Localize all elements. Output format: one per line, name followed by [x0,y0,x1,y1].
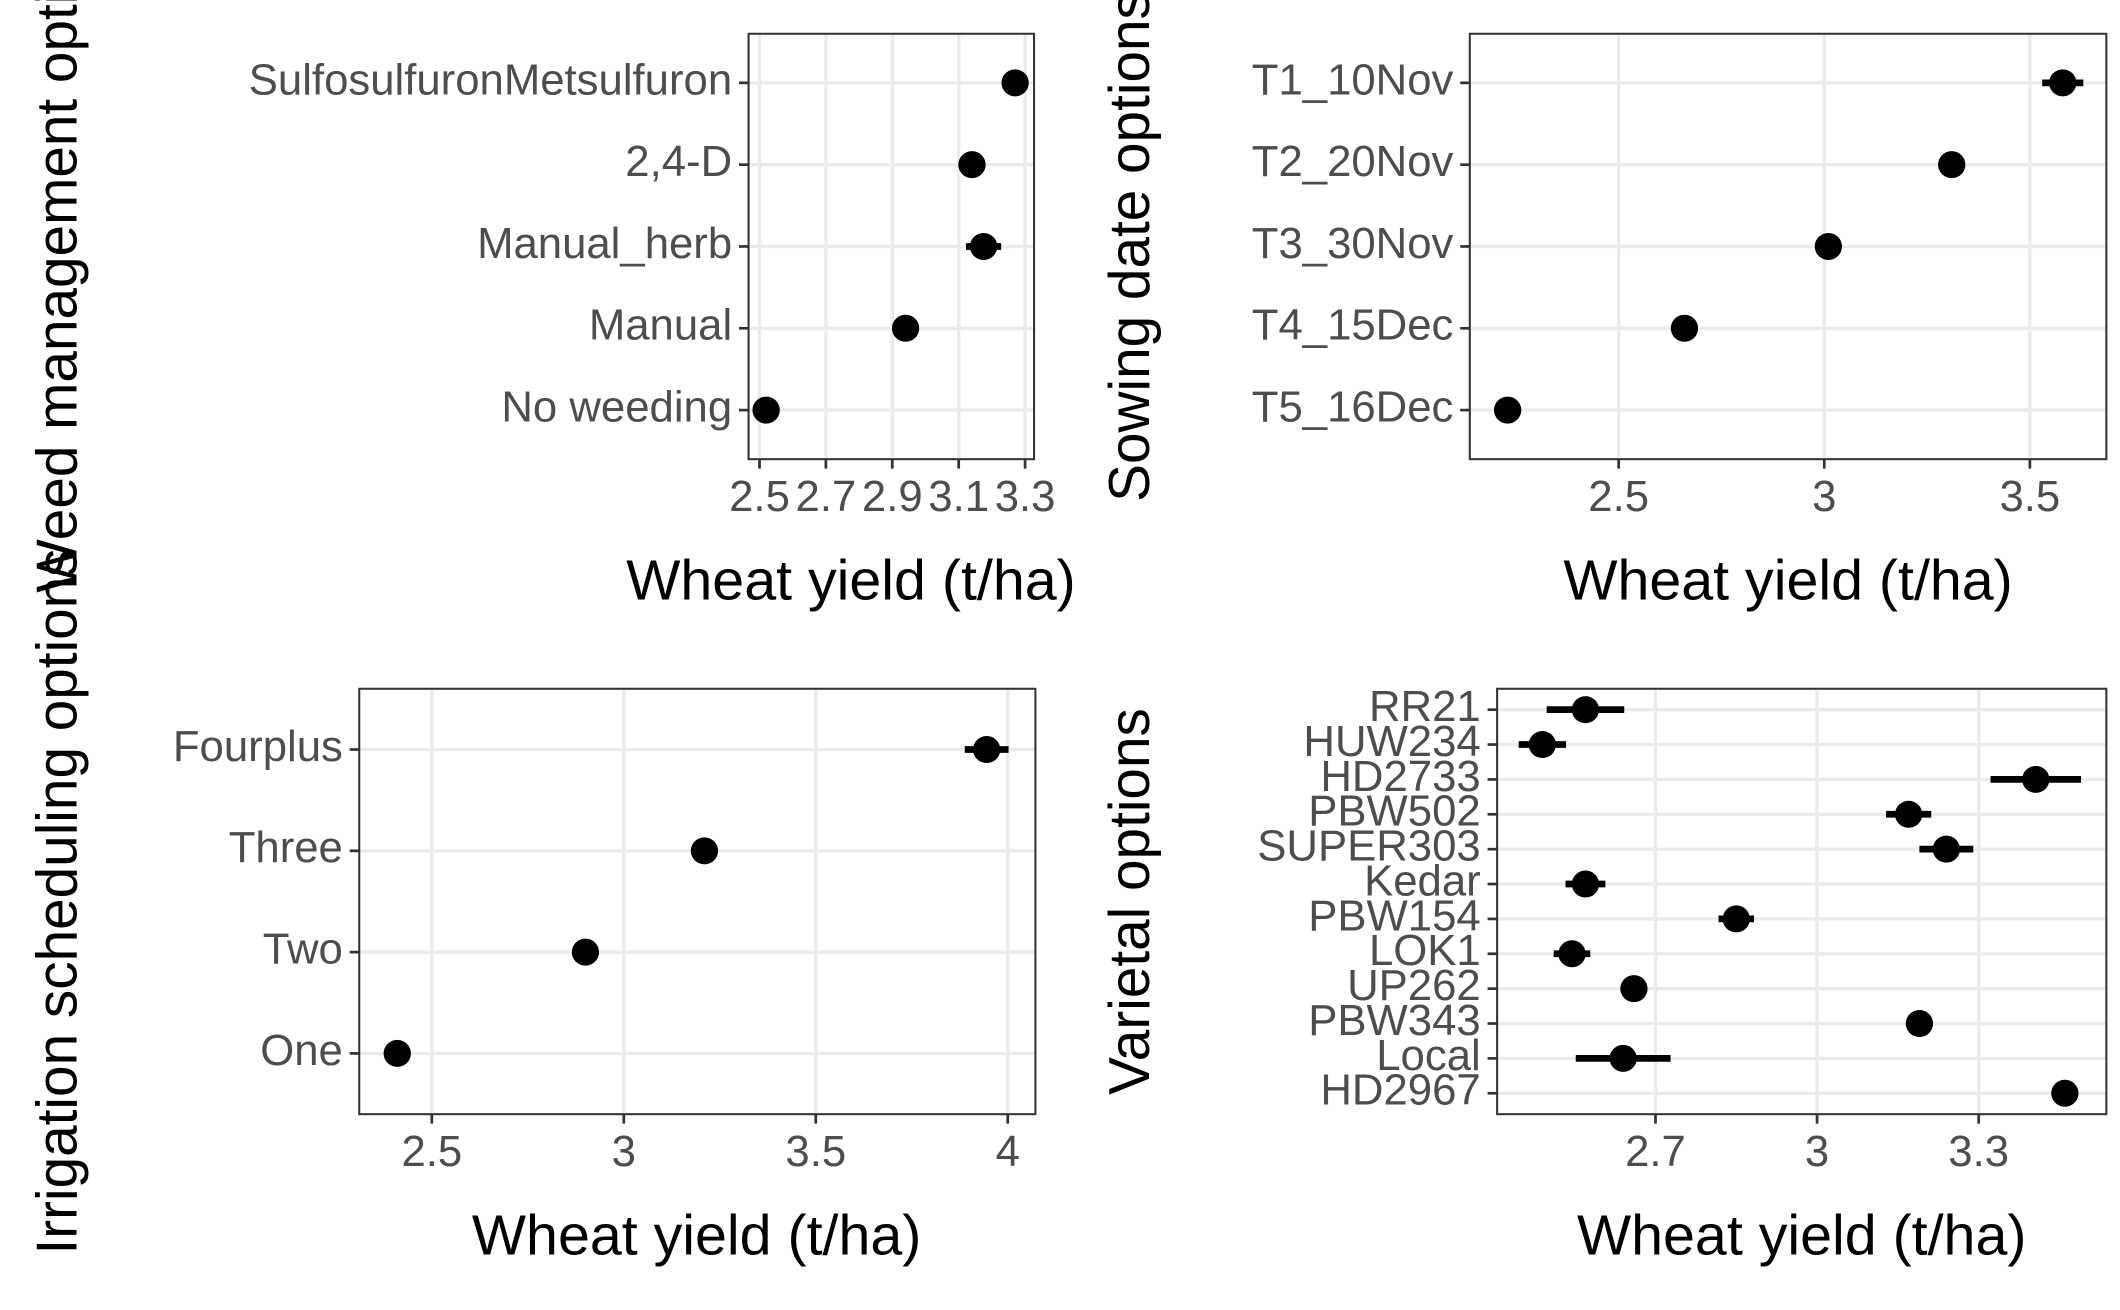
panel: 2.5 3 3.5 4 Fourplus Three Two One Wheat yield (… [25,548,1037,1268]
y-tick-label: Two [263,926,343,974]
point [2022,765,2050,793]
plot-border [358,687,1037,1116]
point [1722,905,1750,933]
y-tick-label: PBW154 [1308,893,1480,941]
point [1905,1010,1934,1038]
y-tick-label: T5_16Dec [1252,384,1454,432]
y-tick-label: LOK1 [1369,927,1481,975]
point [1620,975,1648,1003]
point [1609,1044,1637,1072]
point [383,1039,411,1067]
y-tick-label: HD2967 [1320,1067,1480,1115]
point [1932,835,1961,863]
panel: 2.5 3 3.5 T1_10Nov T2_20Nov T3_30Nov T4_15Dec T… [1098,0,2108,613]
y-tick-label: SUPER303 [1257,823,1480,871]
point [2051,1079,2079,1107]
x-tick-label: 3.3 [1948,1128,2009,1176]
x-tick-label: 3 [1805,1128,1829,1176]
y-tick-label: No weeding [501,384,732,432]
y-tick-label: One [260,1027,343,1075]
point [1894,800,1923,828]
plot-border [747,32,1036,461]
x-tick-label: 2.5 [1588,473,1649,521]
y-axis-title: Irrigation scheduling options [25,548,89,1254]
x-tick-label: 4 [996,1128,1020,1176]
plot-border [1468,32,2108,461]
x-axis-title: Wheat yield (t/ha) [626,549,1075,613]
point [1528,731,1557,759]
x-tick-label: 3 [612,1128,636,1176]
y-axis-title: Varietal options [1098,708,1162,1095]
point [690,837,719,865]
point [891,314,920,342]
plot-border [1496,687,2108,1116]
y-tick-label: Manual [589,302,732,350]
x-tick-label: 3 [1812,473,1836,521]
x-tick-label: 3.3 [995,473,1056,521]
x-tick-label: 2.9 [862,473,923,521]
point [1571,696,1600,724]
y-axis-title: Weed management options [25,0,89,593]
panel: 2.5 2.7 2.9 3.1 3.3 SulfosulfuronMetsulfuron 2… [25,0,1075,613]
y-tick-label: HD2733 [1320,753,1480,801]
panel: 2.7 3 3.3 RR21HUW234HD2733PBW502SUPER303Ked… [1098,683,2108,1268]
y-tick-label: Local [1376,1032,1480,1080]
point [972,736,1001,764]
y-tick-label: Kedar [1364,858,1481,906]
point [1001,69,1029,97]
y-tick-label: T2_20Nov [1252,138,1454,186]
point [1558,940,1586,968]
x-tick-label: 3.5 [785,1128,846,1176]
point [752,396,780,424]
x-tick-label: 3.5 [1999,473,2060,521]
y-tick-label: 2,4-D [625,138,732,186]
point [1814,232,1843,260]
x-axis-title: Wheat yield (t/ha) [472,1204,921,1268]
point [969,232,998,260]
y-tick-label: Manual_herb [477,220,732,268]
y-tick-label: T3_30Nov [1252,220,1454,268]
x-tick-label: 2.7 [1625,1128,1686,1176]
point [571,938,600,966]
point [1571,870,1600,898]
x-tick-label: 3.1 [928,473,989,521]
y-tick-label: SulfosulfuronMetsulfuron [249,56,732,104]
x-tick-label: 2.5 [729,473,790,521]
y-axis-title: Sowing date options [1098,0,1162,502]
y-tick-label: Three [229,824,343,872]
point [1493,396,1522,424]
plot-background [1497,688,2107,1115]
x-axis-title: Wheat yield (t/ha) [1577,1204,2026,1268]
point [2049,69,2077,97]
y-tick-label: PBW343 [1308,997,1480,1045]
point [1670,314,1699,342]
x-tick-label: 2.7 [796,473,857,521]
point [958,151,986,179]
x-axis-title: Wheat yield (t/ha) [1563,549,2012,613]
y-tick-label: T1_10Nov [1252,56,1454,104]
point [1938,151,1966,179]
x-tick-label: 2.5 [401,1128,462,1176]
plot-background [359,688,1036,1115]
y-tick-label: T4_15Dec [1252,302,1454,350]
y-tick-label: UP262 [1347,962,1481,1010]
y-tick-label: RR21 [1369,683,1481,731]
y-tick-label: HUW234 [1303,718,1480,766]
y-tick-label: PBW502 [1308,788,1480,836]
y-tick-label: Fourplus [173,723,343,771]
